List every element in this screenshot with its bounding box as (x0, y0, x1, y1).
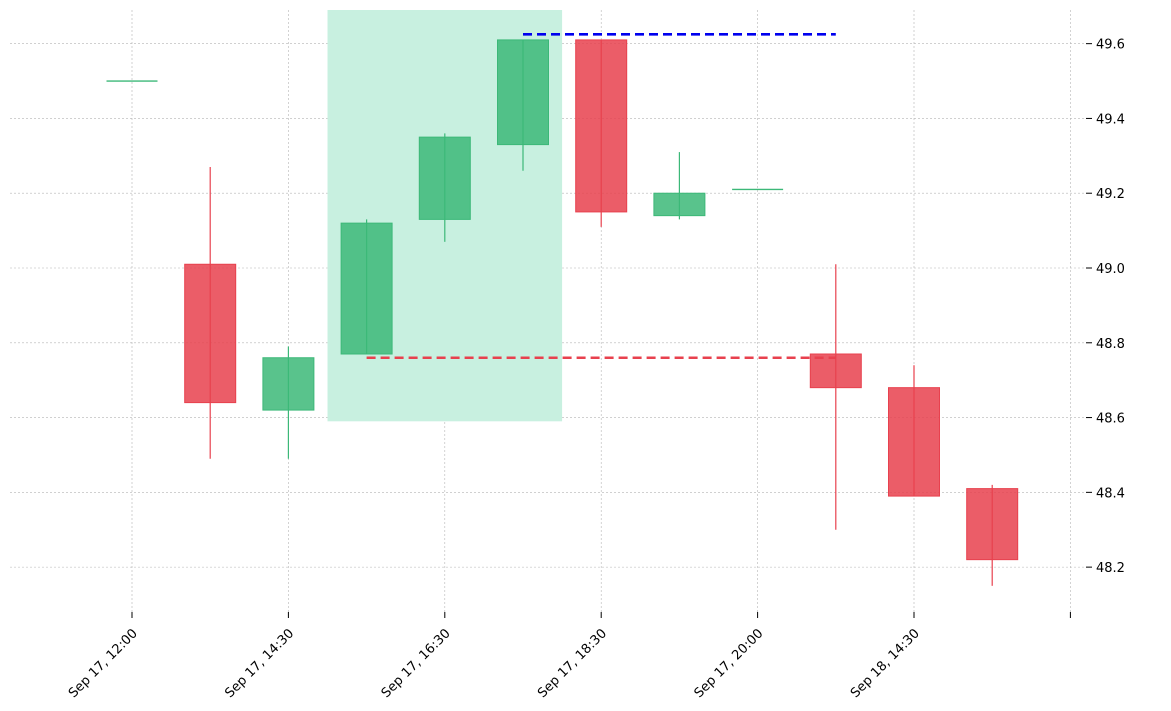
candle-body (418, 136, 471, 220)
y-tick-label: 49.0 (1096, 262, 1125, 277)
candle-body (966, 488, 1019, 561)
y-tick-label: 49.4 (1096, 112, 1125, 127)
y-axis-ticks: 48.2 48.4 48.6 48.8 49.0 49.2 49.4 49.6 (1086, 38, 1125, 576)
bearish-candle (966, 484, 1019, 586)
candle-body (184, 263, 237, 404)
candle-body (575, 39, 628, 213)
y-tick-label: 49.2 (1096, 187, 1125, 202)
bullish-candle (497, 39, 549, 171)
y-tick-label: 48.8 (1096, 337, 1125, 352)
x-axis-ticks: Sep 17, 12:00 Sep 17, 14:30 Sep 17, 16:30 S… (66, 612, 1071, 701)
candles (106, 39, 1019, 586)
x-tick-label: Sep 17, 14:30 (222, 626, 297, 701)
bullish-candle (340, 219, 393, 355)
candle-body (888, 387, 940, 497)
bullish-candle (653, 152, 706, 220)
x-tick-label: Sep 17, 16:30 (379, 626, 454, 701)
level-lines (366, 33, 836, 360)
candle-body (497, 39, 549, 146)
candle-body (262, 357, 315, 411)
bearish-candle (575, 39, 628, 227)
bearish-candle (888, 365, 940, 497)
bullish-candle (262, 346, 315, 459)
candle-body (653, 192, 706, 217)
y-tick-label: 49.6 (1096, 38, 1125, 53)
y-tick-label: 48.6 (1096, 412, 1125, 427)
candle-body (340, 222, 393, 355)
y-tick-label: 48.4 (1096, 486, 1125, 501)
y-tick-label: 48.2 (1096, 561, 1125, 576)
candle-body (809, 353, 862, 389)
x-tick-label: Sep 18, 14:30 (848, 626, 923, 701)
x-tick-label: Sep 17, 20:00 (692, 626, 767, 701)
bearish-candle (809, 264, 862, 530)
bearish-candle (184, 167, 237, 459)
x-tick-label: Sep 17, 18:30 (535, 626, 610, 701)
bullish-candle (418, 133, 471, 242)
x-tick-label: Sep 17, 12:00 (66, 626, 141, 701)
